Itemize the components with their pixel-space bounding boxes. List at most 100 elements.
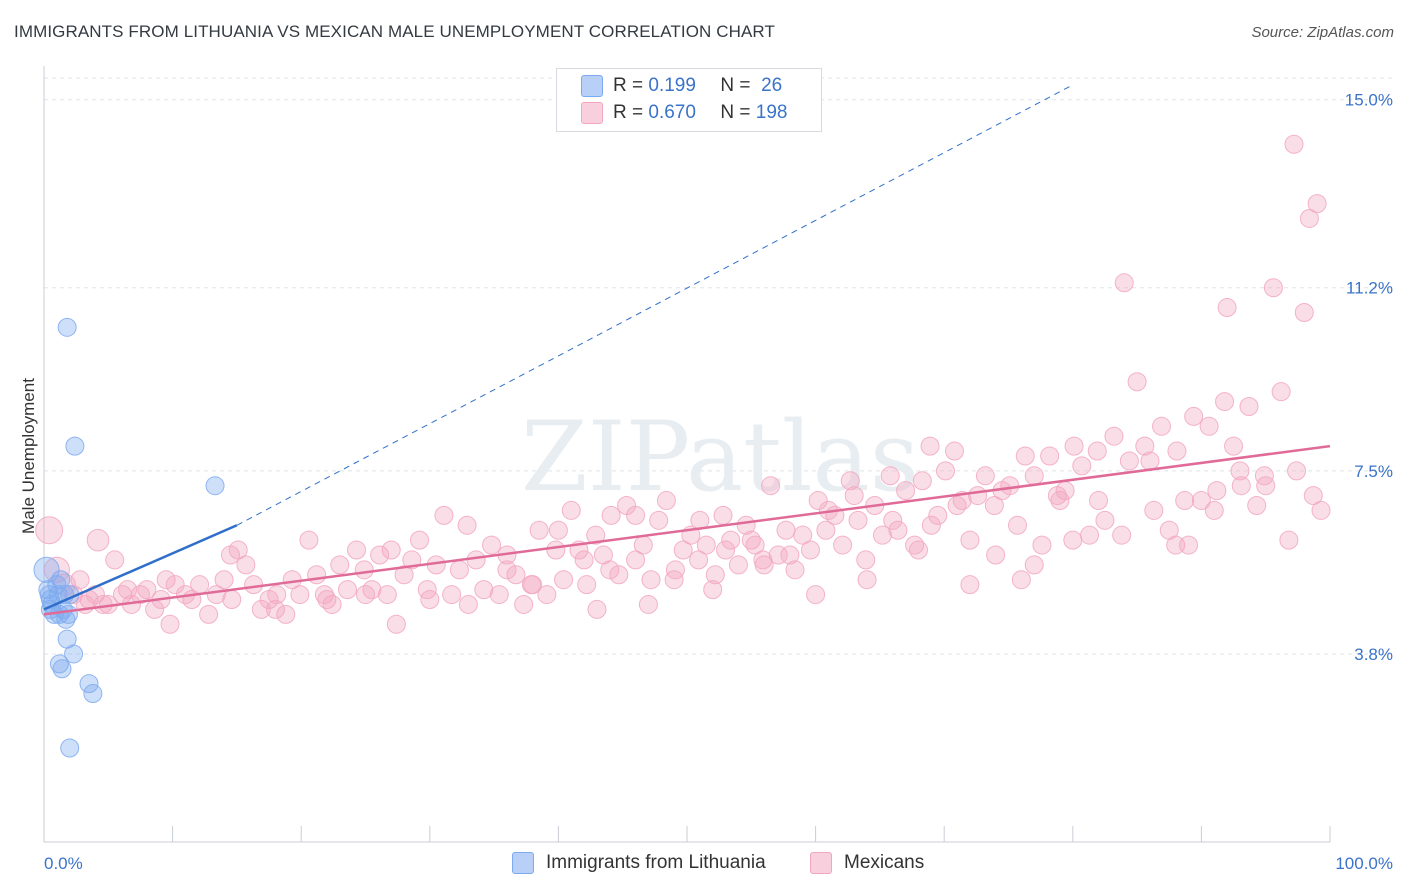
mexicans-point (1114, 273, 1134, 293)
mexicans-point (848, 510, 868, 530)
legend-label: Immigrants from Lithuania (546, 852, 766, 873)
mexicans-point (1167, 441, 1187, 461)
mexicans-point (1224, 436, 1244, 456)
source-label: Source: ZipAtlas.com (1251, 24, 1394, 41)
mexicans-point (1287, 461, 1307, 481)
mexicans-point (888, 520, 908, 540)
mexicans-point (290, 585, 310, 605)
mexicans-point (1307, 194, 1327, 214)
mexicans-point (1303, 486, 1323, 506)
mexicans-point (529, 520, 549, 540)
mexicans-point (1119, 451, 1139, 471)
mexicans-point (70, 570, 90, 590)
mexicans-point (840, 471, 860, 491)
mexicans-point (664, 570, 684, 590)
mexicans-point (1104, 426, 1124, 446)
mexicans-point (793, 525, 813, 545)
mexicans-point (474, 580, 494, 600)
lithuania-point (52, 659, 72, 679)
mexicans-point (222, 590, 242, 610)
mexicans-point (633, 535, 653, 555)
mexicans-point (935, 461, 955, 481)
mexicans-point (1217, 298, 1237, 318)
mexicans-point (975, 466, 995, 486)
mexicans-point (267, 585, 287, 605)
mexicans-point (1230, 461, 1250, 481)
mexicans-point (638, 594, 658, 614)
x-tick-label: 0.0% (44, 854, 83, 873)
mexicans-point (844, 486, 864, 506)
lithuania-point (57, 317, 77, 337)
mexicans-point (968, 486, 988, 506)
mexicans-point (1040, 446, 1060, 466)
n-value: 26 (761, 75, 783, 96)
mexicans-point (1256, 476, 1276, 496)
axes (43, 66, 1331, 843)
chart-title: IMMIGRANTS FROM LITHUANIA VS MEXICAN MAL… (14, 22, 775, 41)
mexicans-point (199, 604, 219, 624)
mexicans-point (856, 550, 876, 570)
mexicans-point (482, 535, 502, 555)
lithuania-point (83, 684, 103, 704)
mexicans-point (276, 604, 296, 624)
mexicans-point (156, 570, 176, 590)
mexicans-point (314, 585, 334, 605)
mexicans-point (609, 565, 629, 585)
mexicans-point (587, 599, 607, 619)
mexicans-point (601, 505, 621, 525)
mexicans-point (728, 555, 748, 575)
mexicans-point (1247, 495, 1267, 515)
mexicans-point (920, 436, 940, 456)
n-label: N = (720, 75, 751, 96)
mexicans-point (548, 520, 568, 540)
mexicans-point (1207, 481, 1227, 501)
trend-lines (43, 84, 1331, 616)
mexicans-point (626, 550, 646, 570)
mexicans-point (1095, 510, 1115, 530)
mexicans-point (214, 570, 234, 590)
mexicans-point (1032, 535, 1052, 555)
mexicans-point (713, 505, 733, 525)
mexicans-point (761, 476, 781, 496)
bottom-legend: Immigrants from Lithuania Mexicans (0, 852, 1406, 876)
mexicans-point (721, 530, 741, 550)
mexicans-point (330, 555, 350, 575)
stats-row-mexicans: R = 0.670 N = 198 (581, 100, 787, 126)
mexicans-point (86, 528, 110, 552)
mexicans-point (716, 540, 736, 560)
mexicans-point (1011, 570, 1031, 590)
lithuania-point (49, 654, 69, 674)
watermark: ZIPatlas (521, 401, 919, 513)
mexicans-point (641, 570, 661, 590)
legend-item-mexicans[interactable]: Mexicans (810, 852, 924, 874)
y-tick-label: 11.2% (1346, 279, 1393, 298)
mexicans-point (800, 540, 820, 560)
mexicans-point (1299, 208, 1319, 228)
y-axis-title: Male Unemployment (19, 378, 38, 534)
mexicans-point (574, 550, 594, 570)
mexicans-point (265, 599, 285, 619)
mexicans-point (244, 575, 264, 595)
n-value: 198 (755, 102, 788, 123)
mexicans-point (1231, 476, 1251, 496)
mexicans-point (944, 441, 964, 461)
r-label: R = (613, 102, 644, 123)
mexicans-point (130, 585, 150, 605)
y-tick-label: 15.0% (1345, 91, 1393, 110)
mexicans-point (1152, 416, 1172, 436)
mexicans-point (1024, 466, 1044, 486)
mexicans-point (1064, 436, 1084, 456)
mexicans-point (299, 530, 319, 550)
mexicans-point (600, 560, 620, 580)
mexicans-point (1284, 134, 1304, 154)
mexicans-point (1024, 555, 1044, 575)
mexicans-point (220, 545, 240, 565)
mexicans-point (696, 535, 716, 555)
mexicans-point (586, 525, 606, 545)
legend-item-lithuania[interactable]: Immigrants from Lithuania (512, 852, 766, 874)
r-value: 0.670 (648, 102, 696, 123)
mexicans-point (537, 585, 557, 605)
mexicans-point (1135, 436, 1155, 456)
mexicans-point (1191, 491, 1211, 511)
